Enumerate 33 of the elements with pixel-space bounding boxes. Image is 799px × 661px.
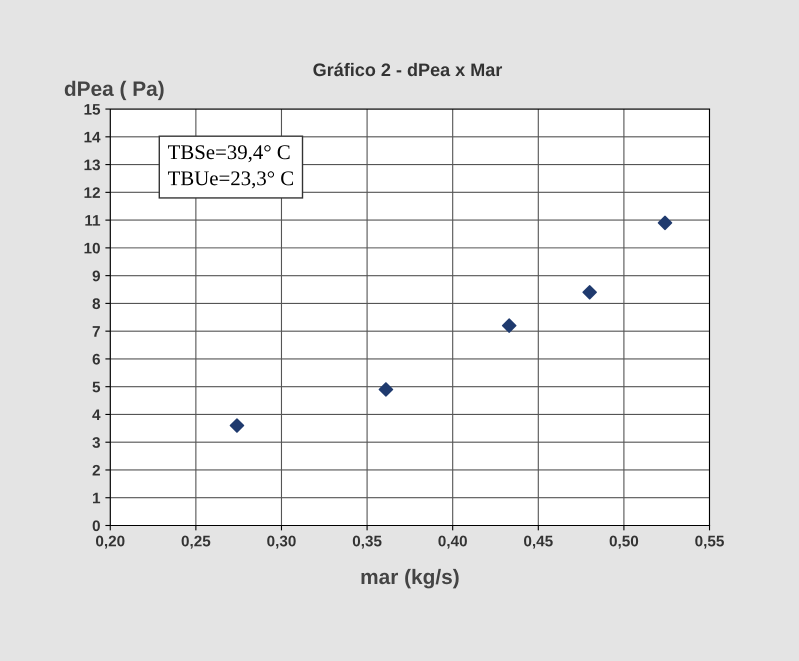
y-tick-label: 3 — [92, 437, 100, 448]
chart-title: Gráfico 2 - dPea x Mar — [313, 62, 502, 76]
y-tick-label: 8 — [92, 298, 100, 310]
x-tick-label: 0,40 — [438, 536, 467, 549]
x-tick-label: 0,35 — [352, 536, 382, 549]
y-tick-label: 14 — [84, 132, 100, 142]
y-tick-label: 10 — [84, 242, 100, 254]
y-tick-label: 5 — [92, 382, 100, 392]
y-tick-label: 2 — [92, 464, 100, 476]
y-tick-label: 13 — [84, 159, 100, 170]
y-tick-label: 15 — [84, 104, 100, 115]
x-tick-label: 0,30 — [267, 536, 296, 549]
x-tick-label: 0,25 — [182, 536, 210, 549]
annotation: TBSe=39,4° C TBUe=23,3° C — [168, 145, 294, 188]
x-tick-label: 0,20 — [96, 536, 125, 549]
x-axis-title: mar (kg/s) — [361, 568, 459, 588]
x-tick-label: 0,50 — [610, 536, 638, 549]
y-tick-label: 12 — [84, 187, 100, 198]
point — [582, 285, 597, 300]
x-tick-label: 0,45 — [524, 536, 553, 549]
y-tick-label: 6 — [92, 354, 100, 365]
y-tick-label: 0 — [92, 520, 100, 532]
point — [230, 418, 244, 433]
y-axis-title: dPea ( Pa) — [64, 80, 164, 100]
y-tick-label: 11 — [85, 215, 100, 226]
y-tick-label: 9 — [92, 270, 100, 282]
point — [502, 318, 516, 333]
x-tick-label: 0,55 — [695, 536, 724, 549]
point — [658, 216, 672, 230]
y-tick-label: 7 — [92, 326, 100, 337]
point — [378, 382, 394, 397]
y-tick-label: 4 — [92, 409, 100, 420]
y-tick-label: 1 — [93, 492, 100, 504]
